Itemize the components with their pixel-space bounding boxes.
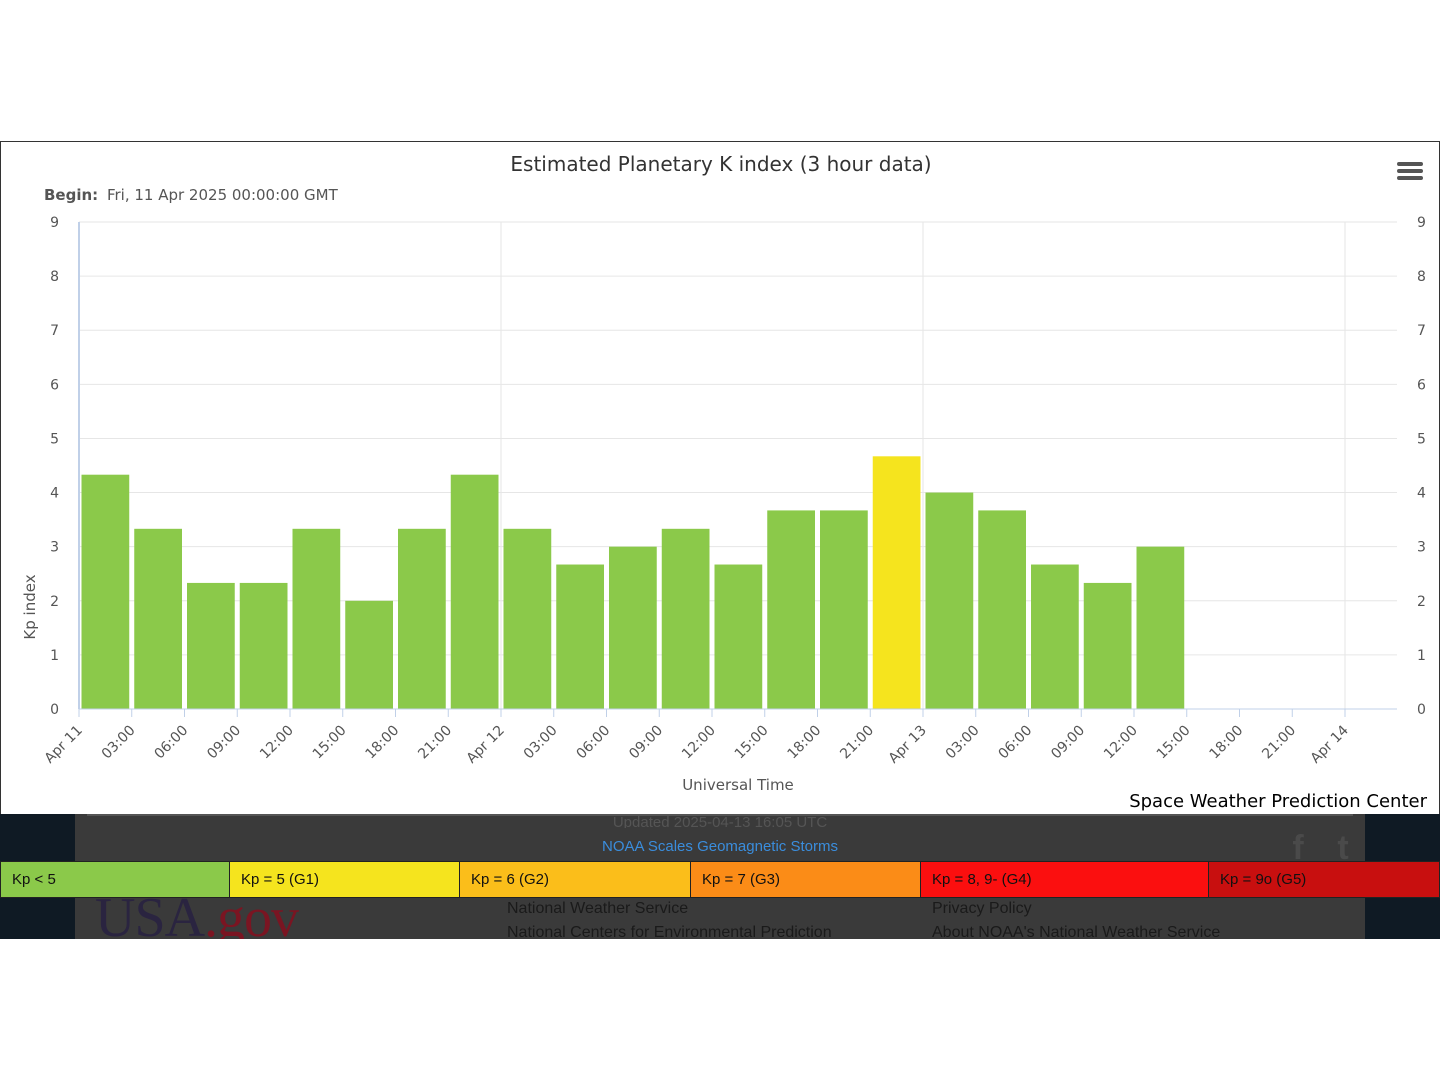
y-tick-label-right: 8 (1417, 269, 1426, 285)
menu-line (1397, 176, 1423, 180)
chart-menu-button[interactable] (1397, 162, 1423, 184)
kp-bar (925, 492, 974, 709)
y-tick-label-right: 1 (1417, 648, 1426, 664)
kp-bar (767, 510, 815, 709)
credit-label: Space Weather Prediction Center (1129, 791, 1427, 812)
kp-bar (1136, 546, 1185, 709)
x-tick-label: Apr 11 (42, 723, 86, 767)
kp-bar (978, 510, 1026, 709)
facebook-icon[interactable]: f (1292, 829, 1304, 867)
kp-bar (292, 528, 341, 709)
footer-link-nws[interactable]: National Weather Service (507, 900, 689, 917)
y-tick-label-right: 5 (1417, 431, 1426, 447)
x-tick-label: 18:00 (362, 723, 402, 763)
chart-title: Estimated Planetary K index (3 hour data… (510, 152, 931, 176)
kp-bar (820, 510, 868, 709)
y-axis-label: Kp index (21, 574, 39, 639)
twitter-icon[interactable]: t (1337, 829, 1349, 867)
y-tick-label-left: 6 (50, 377, 59, 393)
x-tick-label: 12:00 (1101, 723, 1141, 763)
footer-link-about[interactable]: About NOAA's National Weather Service (932, 924, 1221, 939)
kp-bar (872, 456, 921, 709)
x-tick-label: 15:00 (310, 723, 350, 763)
noaa-scales-link[interactable]: NOAA Scales Geomagnetic Storms (602, 838, 838, 855)
y-tick-label-left: 8 (50, 269, 59, 285)
x-tick-label: 15:00 (1154, 723, 1194, 763)
kp-bar (345, 600, 393, 709)
kp-bar (398, 528, 446, 709)
legend-kp-5-g1: Kp = 5 (G1) (230, 862, 460, 897)
y-tick-label-left: 9 (50, 215, 59, 231)
begin-value: Fri, 11 Apr 2025 00:00:00 GMT (107, 186, 339, 204)
x-tick-label: Apr 14 (1308, 722, 1352, 766)
y-tick-label-right: 6 (1417, 377, 1426, 393)
x-tick-label: 18:00 (784, 723, 824, 763)
x-tick-label: 09:00 (626, 723, 666, 763)
updated-text: Updated 2025-04-13 16:05 UTC (612, 814, 828, 828)
y-tick-label-right: 0 (1417, 702, 1426, 718)
x-tick-label: 21:00 (1259, 723, 1299, 763)
kp-bar (187, 582, 235, 709)
begin-label: Begin: (44, 186, 98, 204)
x-tick-label: 09:00 (204, 723, 244, 763)
legend-kp-8-g4: Kp = 8, 9- (G4) (921, 862, 1209, 897)
kp-bar (714, 564, 763, 709)
legend-kp-6-g2: Kp = 6 (G2) (460, 862, 691, 897)
y-tick-label-right: 9 (1417, 215, 1426, 231)
x-tick-label: Apr 12 (464, 723, 508, 767)
y-tick-label-left: 2 (50, 594, 59, 610)
x-axis-label: Universal Time (682, 776, 794, 794)
x-tick-label: 15:00 (732, 723, 772, 763)
footer-link-ncep[interactable]: National Centers for Environmental Predi… (507, 924, 832, 939)
x-tick-label: 06:00 (995, 723, 1035, 763)
y-tick-label-left: 3 (50, 540, 59, 556)
y-tick-label-right: 7 (1417, 323, 1426, 339)
footer-link-privacy[interactable]: Privacy Policy (932, 900, 1032, 917)
begin-line: Begin: Fri, 11 Apr 2025 00:00:00 GMT (44, 186, 339, 204)
x-tick-label: 12:00 (257, 723, 297, 763)
x-tick-label: 06:00 (151, 723, 191, 763)
y-tick-label-left: 1 (50, 648, 59, 664)
x-tick-label: 06:00 (573, 723, 613, 763)
x-tick-label: 09:00 (1048, 723, 1088, 763)
menu-line (1397, 169, 1423, 173)
x-tick-label: 03:00 (521, 723, 561, 763)
kp-bar (81, 474, 130, 709)
x-tick-label: 03:00 (943, 723, 983, 763)
menu-line (1397, 162, 1423, 166)
bars-layer (81, 456, 1185, 709)
legend-kp-below-5: Kp < 5 (0, 862, 230, 897)
y-tick-label-left: 5 (50, 431, 59, 447)
y-tick-label-left: 4 (50, 486, 59, 502)
x-tick-label: 21:00 (415, 723, 455, 763)
kp-bar (661, 528, 710, 709)
kp-bar (556, 564, 604, 709)
chart-panel: 0 0 1 1 2 2 3 3 4 4 5 5 6 6 7 7 8 8 9 9 Apr 11 03:00 06:00 09:0… (0, 141, 1440, 814)
y-tick-label-right: 2 (1417, 594, 1426, 610)
kp-bar (1083, 582, 1132, 709)
kp-index-chart: 0 0 1 1 2 2 3 3 4 4 5 5 6 6 7 7 8 8 9 9 Apr 11 03:00 06:00 09:0… (21, 152, 1428, 812)
x-tick-label: Apr 13 (886, 723, 930, 767)
y-tick-label-left: 7 (50, 323, 59, 339)
x-tick-label: 12:00 (679, 723, 719, 763)
x-tick-label: 21:00 (837, 723, 877, 763)
x-tick-label: 03:00 (99, 723, 139, 763)
footer-divider (87, 814, 1353, 816)
y-tick-label-right: 3 (1417, 540, 1426, 556)
kp-bar (609, 546, 657, 709)
kp-bar (450, 474, 499, 709)
x-tick-label: 18:00 (1206, 723, 1246, 763)
usagov-dot: . (204, 887, 218, 939)
kp-color-legend: Kp < 5 Kp = 5 (G1) Kp = 6 (G2) Kp = 7 (G… (0, 861, 1440, 898)
kp-bar (134, 528, 182, 709)
y-tick-label-right: 4 (1417, 486, 1426, 502)
legend-kp-7-g3: Kp = 7 (G3) (691, 862, 921, 897)
legend-kp-9-g5: Kp = 9o (G5) (1209, 862, 1440, 897)
kp-bar (1031, 564, 1079, 709)
y-tick-label-left: 0 (50, 702, 59, 718)
kp-bar (239, 582, 288, 709)
kp-bar (503, 528, 552, 709)
